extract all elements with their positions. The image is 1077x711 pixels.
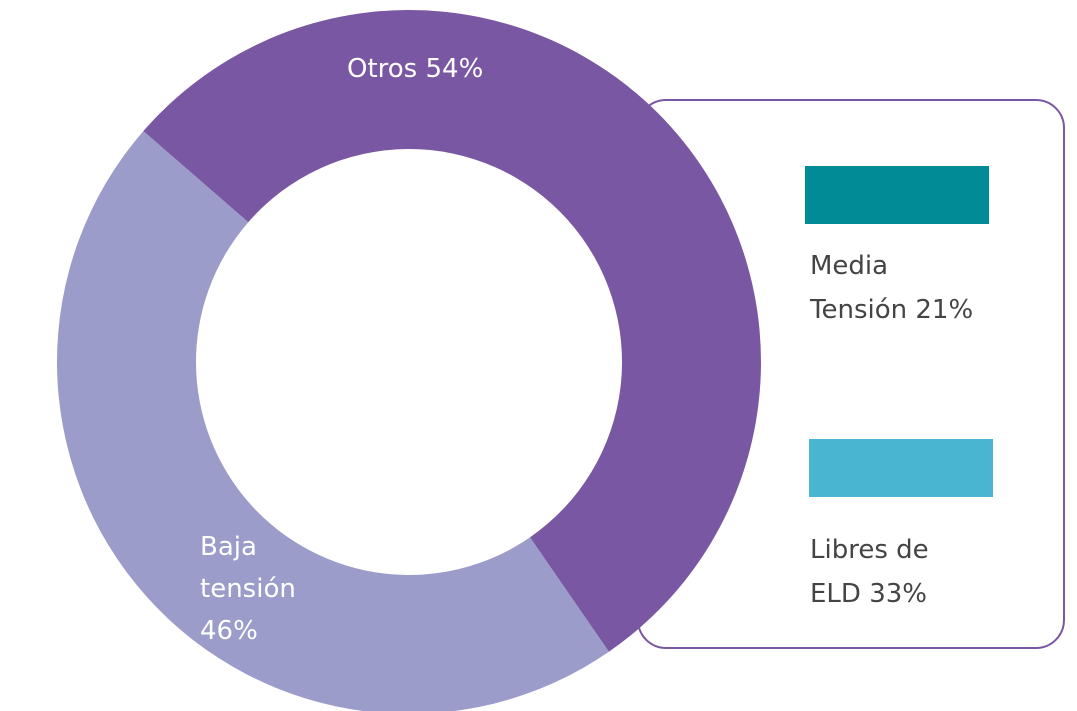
segment-name: Otros [347, 54, 418, 84]
breakdown-name: Media Tensión [810, 251, 908, 325]
breakdown-name: Libres de ELD [810, 535, 929, 609]
segment-name: Baja tensión [200, 532, 296, 604]
label: Otros 54% [347, 48, 487, 90]
breakdown-swatch [805, 166, 989, 224]
breakdown-value: 33% [869, 579, 927, 609]
segment-value: 46% [200, 616, 258, 646]
label: Libres de ELD 33% [810, 528, 980, 616]
label: Baja tensión 46% [200, 526, 340, 652]
segment-value: 54% [425, 54, 484, 84]
breakdown-value: 21% [915, 295, 974, 325]
label: Media Tensión 21% [810, 244, 980, 332]
breakdown-box [637, 99, 1065, 649]
donut-segment [143, 10, 761, 652]
breakdown-swatch [809, 439, 993, 497]
donut-segment [57, 131, 609, 711]
